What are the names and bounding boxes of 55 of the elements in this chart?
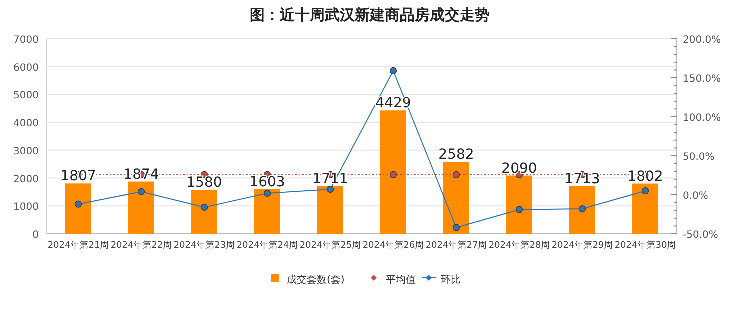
data-label: 1807 xyxy=(60,168,96,185)
point xyxy=(264,190,272,197)
bar xyxy=(444,162,470,234)
bar xyxy=(192,190,218,234)
point xyxy=(516,206,524,214)
data-label: 1713 xyxy=(564,171,600,188)
x-tick-label: 2024年第24周 xyxy=(236,240,298,251)
bar xyxy=(254,189,280,234)
y2-tick-label: 50.0% xyxy=(683,152,715,163)
point xyxy=(390,67,398,75)
y-tick-label: 5000 xyxy=(14,90,39,102)
bar xyxy=(570,186,596,234)
legend-label: 平均值 xyxy=(386,274,416,286)
bar xyxy=(380,110,406,234)
bar xyxy=(318,186,344,234)
bar xyxy=(506,176,532,234)
point xyxy=(642,188,650,195)
y2-tick-label: 100.0% xyxy=(683,113,722,124)
bar xyxy=(632,184,658,234)
x-tick-label: 2024年第22周 xyxy=(110,240,172,251)
y-tick-label: 0 xyxy=(32,230,39,241)
legend-label: 成交套数(套) xyxy=(287,274,345,286)
legend-label: 环比 xyxy=(441,274,461,286)
y2-tick-label: 200.0% xyxy=(683,35,722,46)
y2-tick-label: -50.0% xyxy=(683,230,718,241)
data-label: 1580 xyxy=(186,174,222,191)
bar xyxy=(128,182,154,234)
data-label: 2090 xyxy=(502,160,538,177)
y-tick-label: 1000 xyxy=(14,202,39,214)
point xyxy=(200,204,208,212)
bar xyxy=(66,184,92,234)
x-tick-label: 2024年第27周 xyxy=(426,240,488,251)
x-tick-label: 2024年第26周 xyxy=(362,240,424,251)
point xyxy=(452,224,460,232)
y-tick-label: 3000 xyxy=(14,146,39,158)
data-label: 1603 xyxy=(250,174,286,190)
y-tick-label: 7000 xyxy=(14,35,39,46)
x-tick-label: 2024年第29周 xyxy=(552,240,614,251)
point xyxy=(578,205,586,213)
x-tick-label: 2024年第25周 xyxy=(300,240,362,251)
x-tick-label: 2024年第28周 xyxy=(488,240,550,251)
x-tick-label: 2024年第23周 xyxy=(174,240,236,251)
x-tick-label: 2024年第21周 xyxy=(48,240,110,251)
x-tick-label: 2024年第30周 xyxy=(614,240,676,251)
y-tick-label: 6000 xyxy=(14,62,39,74)
point xyxy=(138,188,146,196)
y-tick-label: 2000 xyxy=(14,174,39,186)
y2-tick-label: 150.0% xyxy=(683,74,722,85)
point xyxy=(74,200,82,208)
data-label: 2582 xyxy=(438,147,474,164)
point xyxy=(326,186,334,194)
chart-title: 图：近十周武汉新建商品房成交走势 xyxy=(250,6,490,24)
data-label: 1802 xyxy=(628,168,664,185)
y-tick-label: 4000 xyxy=(14,118,39,130)
y2-tick-label: 0.0% xyxy=(683,191,708,202)
